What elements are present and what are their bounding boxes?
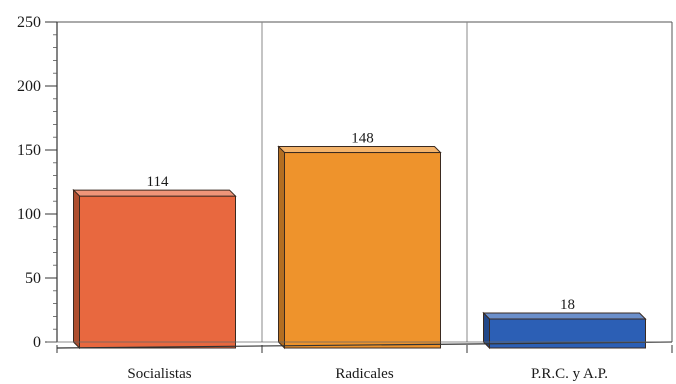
y-tick-label: 50 (25, 270, 41, 287)
y-tick-label: 200 (17, 78, 41, 95)
data-label: 114 (147, 174, 169, 190)
x-axis-line (56, 341, 673, 349)
data-label-bg (552, 294, 583, 311)
bar-side (278, 145, 285, 350)
bar-side (483, 311, 490, 350)
data-label: 148 (351, 131, 374, 147)
y-tick-label: 150 (17, 142, 41, 159)
bar-side (73, 188, 80, 350)
bar: 148 (277, 128, 442, 350)
bar-top (482, 312, 647, 320)
y-tick-label: 250 (17, 14, 41, 31)
x-tick-label: P.R.C. y A.P. (531, 366, 608, 382)
x-tick-label: Radicales (335, 366, 393, 382)
bar-top (277, 146, 442, 154)
data-label: 18 (560, 297, 575, 313)
y-axis: 0 50 100 150 200 250 (17, 14, 58, 351)
bar-front (79, 195, 236, 349)
data-label-bg (142, 172, 173, 189)
plot-frame (57, 21, 673, 342)
x-tick-label: Socialistas (127, 366, 191, 382)
y-tick-label: 100 (17, 206, 41, 223)
data-label-bg (347, 128, 378, 145)
bar: 18 (482, 294, 647, 350)
bar-front (284, 152, 441, 349)
x-axis: Socialistas Radicales P.R.C. y A.P. (47, 341, 673, 382)
bar-top (72, 189, 237, 197)
bars: 114 148 18 (72, 128, 647, 350)
y-tick-label: 0 (33, 334, 41, 351)
bar: 114 (72, 172, 237, 350)
